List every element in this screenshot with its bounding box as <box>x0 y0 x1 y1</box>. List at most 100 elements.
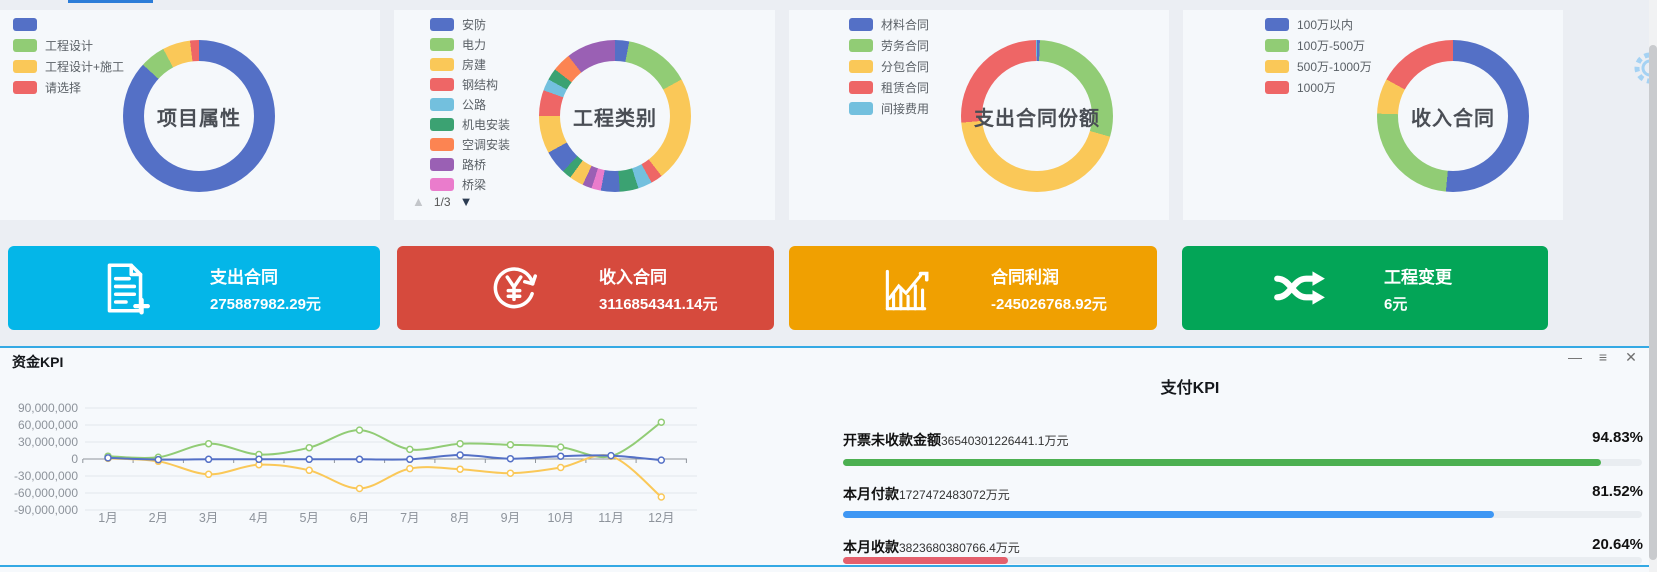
donut-chart[interactable]: 工程类别 <box>539 40 691 192</box>
legend-label: 分包合同 <box>881 59 930 74</box>
legend-swatch <box>430 117 454 131</box>
legend-swatch <box>849 17 873 31</box>
donut-panel: 工程设计工程设计+施工请选择项目属性 <box>0 10 380 220</box>
legend-swatch <box>430 37 454 51</box>
legend-item[interactable]: 桥梁 <box>430 177 510 192</box>
svg-text:2月: 2月 <box>149 511 168 525</box>
legend-label: 100万-500万 <box>1297 38 1366 53</box>
payment-row-label: 本月付款1727472483072万元 <box>843 484 1010 504</box>
payment-metric-name: 本月收款 <box>843 539 899 555</box>
donut-panel: 安防电力房建钢结构公路机电安装空调安装路桥桥梁 ▲ 1/3 ▼ 工程类别 <box>394 10 775 220</box>
legend-item[interactable]: 公路 <box>430 97 510 112</box>
legend-label: 租赁合同 <box>881 80 930 95</box>
legend-label: 房建 <box>462 57 487 72</box>
legend-item[interactable]: 100万-500万 <box>1265 38 1372 53</box>
shuffle-icon <box>1270 259 1328 317</box>
legend-label: 请选择 <box>45 80 82 95</box>
legend-item[interactable]: 机电安装 <box>430 117 510 132</box>
legend-swatch <box>13 17 37 31</box>
close-icon[interactable]: ✕ <box>1625 349 1637 365</box>
legend-label: 路桥 <box>462 157 487 172</box>
payment-metric-name: 本月付款 <box>843 486 899 502</box>
legend-label: 空调安装 <box>462 137 511 152</box>
legend-item[interactable]: 空调安装 <box>430 137 511 152</box>
payment-metric-value: 1727472483072万元 <box>899 488 1010 502</box>
kpi-card[interactable]: 合同利润 -245026768.92元 <box>789 246 1157 330</box>
legend-item[interactable]: 分包合同 <box>849 59 930 74</box>
kpi-card-value: 6元 <box>1384 295 1408 313</box>
svg-text:30,000,000: 30,000,000 <box>18 435 78 449</box>
legend-label: 电力 <box>462 37 487 52</box>
legend-item[interactable]: 路桥 <box>430 157 510 172</box>
legend-swatch <box>1265 80 1289 94</box>
legend-item[interactable]: 工程设计 <box>13 38 124 53</box>
legend-swatch <box>430 157 454 171</box>
progress-bar-track <box>843 511 1642 518</box>
legend-label: 劳务合同 <box>881 38 930 53</box>
svg-text:7月: 7月 <box>400 511 419 525</box>
legend-swatch <box>849 59 873 73</box>
kpi-card-title: 支出合同 <box>210 267 278 287</box>
kpi-card[interactable]: 工程变更 6元 <box>1182 246 1548 330</box>
scrollbar-thumb[interactable] <box>1649 45 1657 560</box>
legend-item[interactable]: 500万-1000万 <box>1265 59 1372 74</box>
legend-page-down-icon[interactable]: ▼ <box>459 194 473 209</box>
progress-bar-fill <box>843 459 1601 466</box>
funds-line-chart[interactable]: 90,000,000 60,000,000 30,000,000 0 -30,000,0… <box>0 393 710 572</box>
progress-bar-track <box>843 459 1642 466</box>
svg-text:0: 0 <box>71 452 78 466</box>
donut-hole <box>982 61 1092 171</box>
section-top-divider <box>0 346 1649 348</box>
legend-item[interactable]: 劳务合同 <box>849 38 930 53</box>
legend-item[interactable]: 租赁合同 <box>849 80 930 95</box>
svg-text:-30,000,000: -30,000,000 <box>14 469 78 483</box>
legend-swatch <box>1265 17 1289 31</box>
funds-kpi-title: 资金KPI <box>12 354 64 370</box>
legend-item[interactable]: 100万以内 <box>1265 17 1372 32</box>
legend-item[interactable] <box>13 17 124 31</box>
donut-panel: 材料合同劳务合同分包合同租赁合同间接费用 支出合同份额 <box>789 10 1169 220</box>
legend-label: 1000万 <box>1297 80 1336 95</box>
kpi-card-value: 3116854341.14元 <box>599 295 718 313</box>
legend-swatch <box>849 101 873 115</box>
legend-item[interactable]: 1000万 <box>1265 80 1372 95</box>
legend-item[interactable]: 工程设计+施工 <box>13 59 124 74</box>
payment-row-label: 本月收款3823680380766.4万元 <box>843 537 1020 557</box>
legend-swatch <box>1265 38 1289 52</box>
donut-center-title: 项目属性 <box>157 107 241 130</box>
legend-page-up-icon[interactable]: ▲ <box>412 194 425 209</box>
kpi-card[interactable]: 收入合同 3116854341.14元 <box>397 246 774 330</box>
legend-swatch <box>13 38 37 52</box>
donut-chart[interactable]: 项目属性 <box>123 40 275 192</box>
kpi-card-title: 合同利润 <box>991 267 1059 287</box>
donut-chart[interactable]: 收入合同 <box>1377 40 1529 192</box>
legend-item[interactable]: 电力 <box>430 37 510 52</box>
svg-text:6月: 6月 <box>350 511 369 525</box>
svg-text:8月: 8月 <box>450 511 469 525</box>
legend-item[interactable]: 安防 <box>430 17 510 32</box>
legend-swatch <box>13 59 37 73</box>
donut-legend: 工程设计工程设计+施工请选择 <box>13 17 124 95</box>
progress-bar-track <box>843 557 1642 564</box>
legend-item[interactable]: 间接费用 <box>849 101 929 116</box>
yen-refresh-icon <box>485 259 543 317</box>
donut-chart[interactable]: 支出合同份额 <box>961 40 1113 192</box>
legend-item[interactable]: 请选择 <box>13 80 124 95</box>
kpi-card-text: 支出合同 275887982.29元 <box>210 263 321 314</box>
legend-label: 材料合同 <box>881 17 930 32</box>
legend-page-indicator: 1/3 <box>433 194 451 209</box>
legend-item[interactable]: 材料合同 <box>849 17 930 32</box>
legend-item[interactable]: 房建 <box>430 57 510 72</box>
minimize-icon[interactable]: — <box>1568 349 1582 365</box>
legend-label: 500万-1000万 <box>1297 59 1372 74</box>
svg-text:10月: 10月 <box>547 511 573 525</box>
menu-icon[interactable]: ≡ <box>1598 349 1608 365</box>
kpi-card-title: 工程变更 <box>1384 267 1452 287</box>
kpi-card[interactable]: 支出合同 275887982.29元 <box>8 246 380 330</box>
legend-label: 100万以内 <box>1297 17 1354 32</box>
legend-label: 桥梁 <box>462 177 487 192</box>
kpi-card-text: 合同利润 -245026768.92元 <box>991 263 1107 314</box>
legend-item[interactable]: 钢结构 <box>430 77 510 92</box>
donut-panel: 100万以内 100万-500万 500万-1000万 1000万 收入合同 <box>1183 10 1563 220</box>
donut-center-title: 支出合同份额 <box>974 107 1100 130</box>
